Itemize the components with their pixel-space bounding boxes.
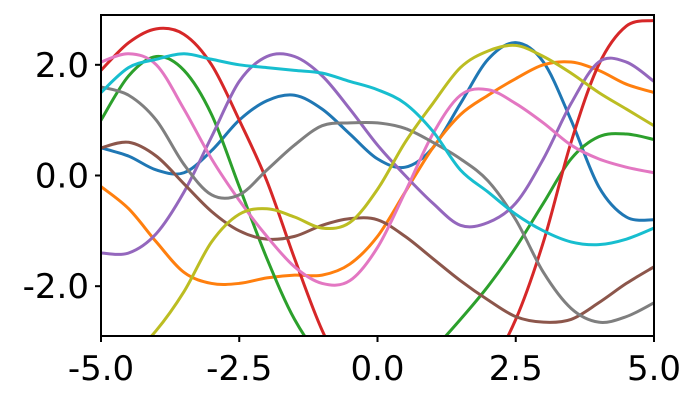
- x-tick-label: 5.0: [627, 349, 681, 389]
- series-layer: [101, 19, 654, 336]
- x-tick-label: 2.5: [489, 349, 543, 389]
- series-line-4: [101, 19, 654, 336]
- series-line-8: [101, 85, 654, 324]
- series-line-7: [101, 52, 654, 287]
- y-tick-label: 2.0: [35, 46, 89, 86]
- x-axis: -5.0 -2.5 0.0 2.5 5.0: [68, 336, 681, 389]
- series-line-5: [101, 52, 654, 256]
- series-line-6: [101, 140, 654, 324]
- series-line-1: [101, 41, 654, 222]
- series-line-10: [101, 52, 654, 247]
- series-line-9: [149, 43, 654, 336]
- x-tick-label: -5.0: [68, 349, 134, 389]
- x-tick-label: 0.0: [350, 349, 404, 389]
- y-tick-label: -2.0: [23, 267, 89, 307]
- y-axis: -2.0 0.0 2.0: [23, 46, 101, 307]
- x-tick-label: -2.5: [206, 349, 272, 389]
- y-tick-label: 0.0: [35, 157, 89, 197]
